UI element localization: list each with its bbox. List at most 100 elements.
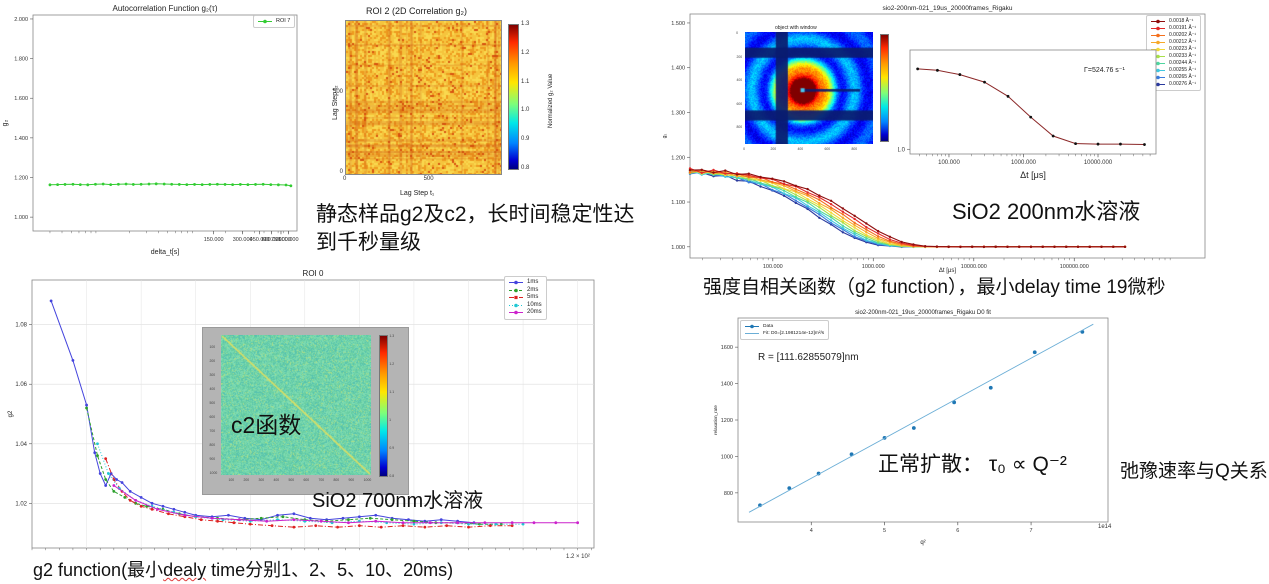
data-point [842, 227, 844, 229]
roi2-colorbar [508, 24, 519, 170]
data-point [293, 526, 296, 529]
data-point [148, 183, 151, 186]
data-point [104, 478, 107, 481]
data-point [947, 246, 949, 248]
data-point [830, 219, 832, 221]
y-tick-label: 1.300 [671, 110, 685, 116]
data-point [216, 183, 219, 186]
data-point [121, 481, 124, 484]
c2-cbar-tick: 1.2 [389, 361, 394, 365]
x-tick-label: 100.000 [763, 264, 783, 270]
x-tick-label: 1000.000 [1011, 160, 1037, 166]
speckle-y-tick: 0 [736, 30, 738, 34]
normal-diffusion-annotation: 正常扩散： τ₀ ∝ Q⁻² [878, 448, 1067, 478]
data-point [1029, 116, 1032, 119]
legend-swatch [744, 323, 760, 330]
data-point [1112, 246, 1114, 248]
data-point [724, 169, 726, 171]
data-point [1033, 350, 1037, 354]
roi2-title: ROI 2 (2D Correlation g₂) [366, 6, 467, 16]
data-point [1077, 246, 1079, 248]
data-point [912, 426, 916, 430]
data-point [842, 231, 844, 233]
x-tick-label: 100.000 [938, 160, 960, 166]
data-point [701, 169, 703, 171]
data-point [167, 512, 170, 515]
data-point [249, 523, 252, 526]
legend-item: 0.00191 Å⁻¹ [1150, 25, 1196, 32]
legend-marker [514, 288, 518, 292]
legend-label: 0.00212 Å⁻¹ [1169, 39, 1196, 45]
data-point [795, 185, 797, 187]
c2-y-tick: 200 [210, 358, 216, 362]
legend-swatch [508, 279, 524, 286]
c2-inset: c2函数 100 200 300 400 500 600 700 800 900 1000 100 2… [203, 328, 408, 494]
data-point [748, 172, 750, 174]
data-point [771, 185, 773, 187]
data-point [320, 520, 323, 523]
data-point [1143, 143, 1146, 146]
y-tick-label: 1.000 [14, 215, 28, 221]
legend-item: 20ms [508, 309, 542, 317]
data-point [115, 478, 118, 481]
data-point [865, 222, 867, 224]
x-axis-label: Δt [μs] [1020, 170, 1046, 180]
y-tick-label: 1.200 [671, 155, 685, 161]
data-point [712, 169, 714, 171]
data-point [783, 187, 785, 189]
axes-box [738, 318, 1108, 522]
data-point [924, 245, 926, 247]
data-point [736, 173, 738, 175]
y-tick-label: 1.600 [14, 96, 28, 102]
data-point [183, 511, 186, 514]
data-point [771, 181, 773, 183]
data-point [112, 490, 115, 493]
data-point [423, 526, 426, 529]
data-point [85, 404, 88, 407]
data-point [79, 183, 82, 186]
c2-cbar-tick: 0.9 [389, 445, 394, 449]
x-tick-label: 150.000 [204, 237, 224, 243]
data-point [818, 199, 820, 201]
data-point [818, 206, 820, 208]
data-point [254, 183, 257, 186]
c2-y-tick: 400 [210, 386, 216, 390]
data-point [877, 230, 879, 232]
data-point [989, 386, 993, 390]
legend-swatch [1150, 25, 1166, 32]
legend-label: 0.00223 Å⁻¹ [1169, 46, 1196, 52]
data-point [806, 205, 808, 207]
data-point [853, 226, 855, 228]
data-point [936, 245, 938, 247]
legend-marker [514, 296, 517, 299]
legend-label: 0.00233 Å⁻¹ [1169, 53, 1196, 59]
data-point [830, 211, 832, 213]
data-point [1089, 246, 1091, 248]
roi2-x-tick: 0 [343, 176, 346, 182]
legend-swatch [1150, 32, 1166, 39]
data-point [162, 505, 165, 508]
data-point [86, 183, 89, 186]
data-point [916, 68, 919, 71]
plot-title: ROI 0 [303, 269, 324, 278]
legend-marker [750, 325, 754, 329]
legend-marker [514, 311, 518, 315]
roi2-colorbar-label: Normalized g₂ Value [548, 74, 554, 128]
roi2-ylabel: Lag Step t₂ [332, 85, 339, 120]
speckle-y-tick: 400 [737, 77, 743, 81]
data-point [759, 176, 761, 178]
y-tick-label: 1200 [721, 418, 733, 424]
data-point [211, 517, 214, 520]
data-point [64, 183, 67, 186]
data-point [795, 196, 797, 198]
legend-swatch [1150, 18, 1166, 25]
c2-cbar-tick: 1.3 [389, 333, 394, 337]
c2-overlay-label: c2函数 [231, 406, 301, 440]
data-point [156, 508, 159, 511]
y-tick-label: 1.0 [898, 147, 906, 153]
legend-swatch [508, 287, 524, 294]
data-point [265, 520, 268, 523]
y-tick-label: 1.100 [671, 200, 685, 206]
data-point [1097, 143, 1100, 146]
data-point [260, 517, 263, 520]
